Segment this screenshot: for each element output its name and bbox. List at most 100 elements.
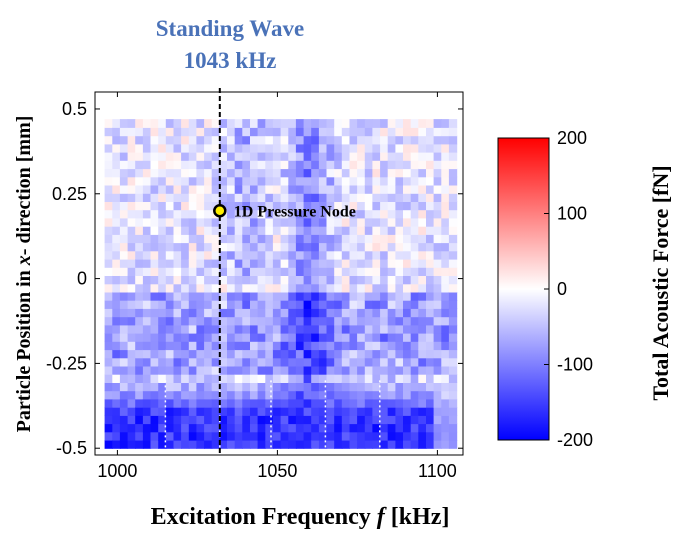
heatmap-cell (150, 176, 159, 186)
heatmap-cell (104, 160, 113, 170)
heatmap-cell (303, 185, 312, 194)
heatmap-cell (403, 333, 412, 342)
heatmap-cell (387, 308, 396, 318)
heatmap-cell (257, 275, 266, 285)
heatmap-cell (127, 415, 136, 425)
heatmap-cell (219, 217, 228, 227)
heatmap-cell (272, 374, 282, 383)
heatmap-cell (334, 316, 343, 326)
heatmap-cell (142, 431, 152, 441)
heatmap-cell (372, 423, 381, 433)
heatmap-cell (265, 160, 274, 170)
heatmap-cell (318, 160, 328, 170)
heatmap-cell (219, 291, 228, 301)
heatmap-cell (204, 152, 213, 161)
heatmap-cell (250, 168, 259, 178)
heatmap-cell (104, 267, 113, 276)
heatmap-cell (433, 291, 442, 301)
heatmap-cell (188, 423, 198, 433)
heatmap-cell (303, 324, 312, 334)
heatmap-cell (349, 283, 358, 293)
heatmap-cell (448, 209, 458, 219)
heatmap-cell (188, 275, 198, 285)
heatmap-cell (357, 143, 366, 153)
heatmap-cell (433, 423, 442, 433)
heatmap-cell (196, 185, 205, 194)
heatmap-cell (448, 440, 458, 449)
heatmap-cell (165, 217, 175, 227)
heatmap-cell (272, 185, 282, 194)
heatmap-cell (112, 431, 121, 441)
heatmap-cell (426, 333, 435, 342)
heatmap-cell (295, 143, 305, 153)
heatmap-cell (349, 382, 358, 392)
heatmap-cell (119, 357, 129, 367)
heatmap-cell (204, 217, 213, 227)
heatmap-cell (288, 209, 297, 219)
heatmap-cell (326, 415, 335, 425)
heatmap-cell (288, 143, 297, 153)
heatmap-cell (173, 365, 182, 375)
heatmap-cell (403, 308, 412, 318)
heatmap-cell (127, 398, 136, 408)
heatmap-cell (318, 316, 328, 326)
heatmap-cell (219, 423, 228, 433)
heatmap-cell (142, 283, 152, 293)
heatmap-cell (341, 127, 351, 137)
heatmap-cell (318, 168, 328, 178)
heatmap-cell (448, 324, 458, 334)
heatmap-cell (211, 259, 220, 268)
heatmap-cell (295, 308, 305, 318)
heatmap-cell (295, 382, 305, 392)
heatmap-cell (104, 217, 113, 227)
heatmap-cell (372, 365, 381, 375)
heatmap-cell (104, 283, 113, 293)
heatmap-cell (311, 316, 320, 326)
heatmap-cell (250, 250, 259, 260)
heatmap-cell (158, 415, 167, 425)
heatmap-cell (288, 390, 297, 400)
y-axis-label-variable: x (13, 255, 35, 266)
heatmap-cell (158, 382, 167, 392)
heatmap-cell (188, 390, 198, 400)
heatmap-cell (311, 193, 320, 202)
heatmap-cell (280, 382, 289, 392)
heatmap-cell (234, 398, 243, 408)
heatmap-cell (426, 324, 435, 334)
heatmap-cell (372, 398, 381, 408)
heatmap-cell (403, 382, 412, 392)
heatmap-cell (318, 275, 328, 285)
heatmap-cell (311, 357, 320, 367)
x-axis-label-prefix: Excitation Frequency (151, 504, 377, 530)
heatmap-cell (380, 324, 389, 334)
heatmap-cell (280, 242, 289, 252)
heatmap-cell (142, 143, 152, 153)
heatmap-cell (112, 209, 121, 219)
heatmap-cell (127, 440, 136, 449)
heatmap-cell (303, 152, 312, 161)
x-axis-label-unit: [kHz] (385, 504, 450, 530)
heatmap-cell (334, 160, 343, 170)
heatmap-cell (135, 398, 144, 408)
heatmap-cell (104, 201, 113, 211)
heatmap-cell (142, 349, 152, 359)
heatmap-cell (387, 300, 396, 309)
heatmap-cell (357, 127, 366, 137)
heatmap-cell (372, 259, 381, 268)
heatmap-cell (326, 382, 335, 392)
heatmap-cell (142, 226, 152, 235)
heatmap-cell (119, 440, 129, 449)
x-axis-ticks: 1000 1050 1100 (97, 92, 457, 481)
heatmap-cell (448, 398, 458, 408)
heatmap-cell (295, 390, 305, 400)
heatmap-cell (119, 349, 129, 359)
heatmap-cell (433, 193, 442, 202)
heatmap-cell (135, 291, 144, 301)
heatmap-cell (288, 349, 297, 359)
heatmap-cell (303, 341, 312, 351)
heatmap-cell (441, 341, 450, 351)
heatmap-cell (288, 283, 297, 293)
heatmap-cell (288, 291, 297, 301)
heatmap-cell (119, 374, 129, 383)
heatmap-cell (188, 308, 198, 318)
